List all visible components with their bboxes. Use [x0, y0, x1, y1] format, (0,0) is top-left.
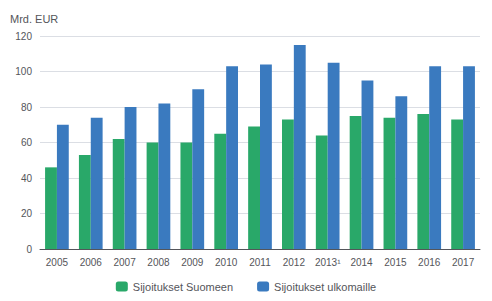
svg-text:2015: 2015: [384, 257, 407, 268]
svg-text:Sijoitukset ulkomaille: Sijoitukset ulkomaille: [274, 281, 376, 293]
svg-text:Mrd. EUR: Mrd. EUR: [10, 13, 58, 25]
svg-text:60: 60: [21, 137, 33, 148]
svg-text:120: 120: [15, 31, 32, 42]
svg-text:0: 0: [26, 244, 32, 255]
svg-text:2016: 2016: [418, 257, 441, 268]
svg-text:2013¹: 2013¹: [315, 257, 341, 268]
svg-text:2008: 2008: [147, 257, 170, 268]
svg-text:2007: 2007: [113, 257, 136, 268]
svg-text:2005: 2005: [46, 257, 69, 268]
svg-text:Sijoitukset Suomeen: Sijoitukset Suomeen: [133, 281, 233, 293]
svg-text:100: 100: [15, 66, 32, 77]
svg-text:20: 20: [21, 208, 33, 219]
svg-text:2009: 2009: [181, 257, 204, 268]
svg-text:2017: 2017: [452, 257, 475, 268]
svg-text:2012: 2012: [283, 257, 306, 268]
svg-text:2006: 2006: [80, 257, 103, 268]
svg-text:2010: 2010: [215, 257, 238, 268]
svg-text:40: 40: [21, 173, 33, 184]
svg-text:80: 80: [21, 102, 33, 113]
svg-text:2011: 2011: [249, 257, 271, 268]
svg-text:2014: 2014: [350, 257, 373, 268]
